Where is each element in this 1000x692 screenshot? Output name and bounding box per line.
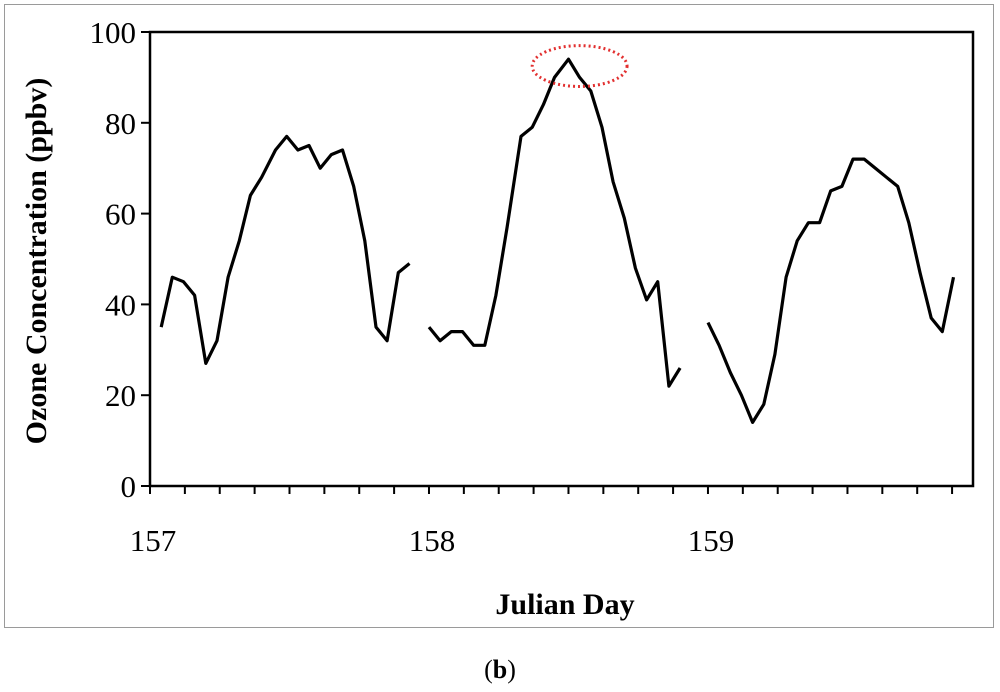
data-series [159, 57, 956, 424]
series-segment-1 [159, 134, 411, 365]
y-tick-label: 100 [90, 15, 137, 50]
series-segment-2 [427, 57, 682, 388]
x-tick-label: 157 [130, 523, 177, 558]
y-tick-label: 20 [105, 378, 136, 413]
y-axis-title: Ozone Concentration (ppbv) [20, 78, 53, 445]
peak-highlight-ellipse [530, 44, 629, 88]
y-tick-label: 60 [105, 197, 136, 232]
ozone-line-chart: 0 20 40 60 80 100 157 158 159 Julian Day Ozone C… [20, 15, 975, 621]
series-segment-3 [706, 157, 956, 424]
x-tick-label: 158 [409, 523, 456, 558]
panel-label-open-paren: ( [484, 655, 493, 684]
panel-label-close-paren: ) [507, 655, 516, 684]
plot-area [148, 30, 975, 488]
y-tick-label: 0 [121, 469, 137, 504]
y-tick-label: 40 [105, 287, 136, 322]
x-axis-title: Julian Day [495, 588, 634, 621]
y-tick-label: 80 [105, 106, 136, 141]
axis-ticks: 0 20 40 60 80 100 157 158 159 [90, 15, 954, 558]
panel-label-letter: b [492, 655, 508, 684]
panel-label: (b) [0, 655, 1000, 685]
figure-frame [4, 4, 994, 628]
x-tick-label: 159 [688, 523, 735, 558]
